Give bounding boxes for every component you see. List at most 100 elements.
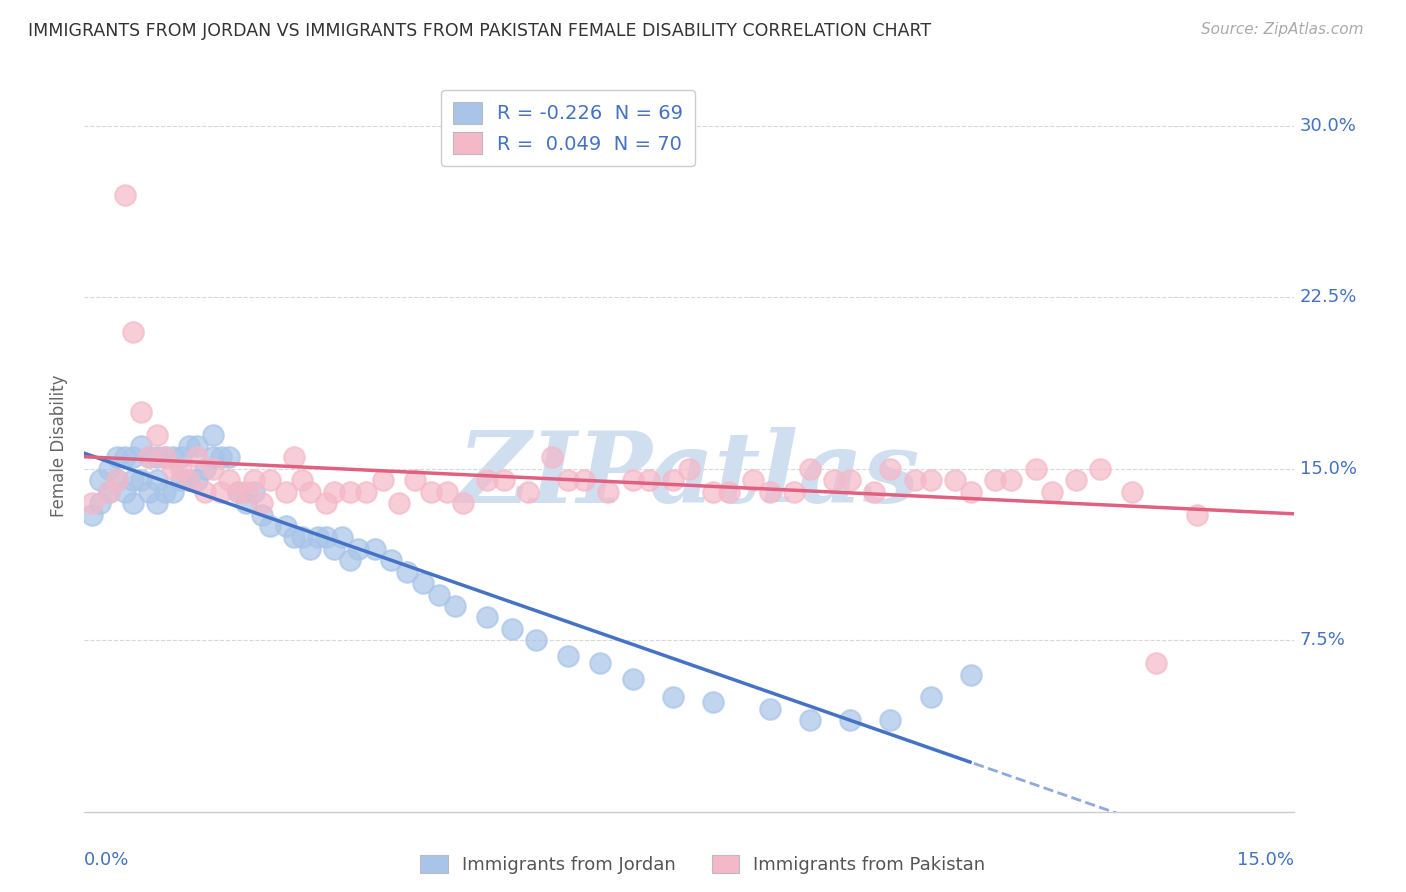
Point [235, 496, 257, 510]
Point [557, 473, 579, 487]
Legend: Immigrants from Jordan, Immigrants from Pakistan: Immigrants from Jordan, Immigrants from … [412, 846, 994, 883]
Point [97, 484, 120, 499]
Point [589, 656, 612, 670]
Point [315, 496, 337, 510]
Point [702, 484, 724, 499]
Point [904, 473, 927, 487]
Point [541, 450, 564, 465]
Point [492, 473, 515, 487]
Point [283, 450, 305, 465]
Point [186, 473, 208, 487]
Point [250, 508, 273, 522]
Point [598, 484, 620, 499]
Point [291, 530, 314, 544]
Point [82, 496, 104, 510]
Point [758, 702, 780, 716]
Point [105, 450, 128, 465]
Point [218, 450, 240, 465]
Point [404, 473, 426, 487]
Text: ZIPatlas: ZIPatlas [458, 427, 920, 524]
Point [356, 484, 378, 499]
Point [363, 541, 385, 556]
Point [920, 690, 942, 705]
Point [557, 649, 579, 664]
Point [920, 473, 942, 487]
Point [678, 462, 700, 476]
Point [153, 450, 176, 465]
Point [121, 450, 143, 465]
Point [1121, 484, 1143, 499]
Text: 7.5%: 7.5% [1299, 632, 1346, 649]
Point [89, 473, 111, 487]
Point [97, 462, 120, 476]
Point [179, 473, 201, 487]
Point [153, 450, 176, 465]
Point [89, 496, 111, 510]
Point [226, 484, 249, 499]
Point [637, 473, 659, 487]
Legend: R = -0.226  N = 69, R =  0.049  N = 70: R = -0.226 N = 69, R = 0.049 N = 70 [441, 90, 695, 166]
Point [129, 439, 152, 453]
Point [420, 484, 443, 499]
Point [339, 484, 361, 499]
Point [291, 473, 314, 487]
Point [323, 484, 346, 499]
Point [162, 484, 184, 499]
Point [799, 714, 821, 728]
Point [186, 450, 208, 465]
Text: 30.0%: 30.0% [1299, 117, 1357, 135]
Point [202, 427, 225, 442]
Point [162, 462, 184, 476]
Point [194, 462, 217, 476]
Point [323, 541, 346, 556]
Point [146, 473, 169, 487]
Point [259, 519, 281, 533]
Point [823, 473, 845, 487]
Point [1088, 462, 1111, 476]
Point [621, 672, 644, 686]
Text: 0.0%: 0.0% [84, 851, 129, 869]
Point [250, 496, 273, 510]
Point [162, 450, 184, 465]
Point [371, 473, 394, 487]
Point [879, 462, 901, 476]
Point [477, 473, 499, 487]
Point [307, 530, 329, 544]
Point [330, 530, 353, 544]
Point [758, 484, 780, 499]
Point [114, 484, 136, 499]
Point [259, 473, 281, 487]
Point [863, 484, 886, 499]
Point [218, 473, 240, 487]
Point [179, 439, 201, 453]
Point [138, 484, 160, 499]
Point [242, 484, 264, 499]
Point [380, 553, 402, 567]
Point [524, 633, 547, 648]
Point [839, 714, 862, 728]
Point [153, 484, 176, 499]
Text: IMMIGRANTS FROM JORDAN VS IMMIGRANTS FROM PAKISTAN FEMALE DISABILITY CORRELATION: IMMIGRANTS FROM JORDAN VS IMMIGRANTS FRO… [28, 22, 931, 40]
Point [97, 484, 120, 499]
Point [274, 484, 297, 499]
Point [943, 473, 966, 487]
Point [388, 496, 411, 510]
Point [984, 473, 1007, 487]
Point [138, 450, 160, 465]
Point [170, 462, 193, 476]
Point [839, 473, 862, 487]
Point [879, 714, 901, 728]
Point [621, 473, 644, 487]
Point [1040, 484, 1063, 499]
Point [138, 450, 160, 465]
Point [299, 541, 322, 556]
Point [194, 484, 217, 499]
Point [121, 325, 143, 339]
Point [146, 427, 169, 442]
Point [477, 610, 499, 624]
Text: 15.0%: 15.0% [1299, 460, 1357, 478]
Point [129, 473, 152, 487]
Point [242, 473, 264, 487]
Point [1146, 656, 1168, 670]
Point [202, 462, 225, 476]
